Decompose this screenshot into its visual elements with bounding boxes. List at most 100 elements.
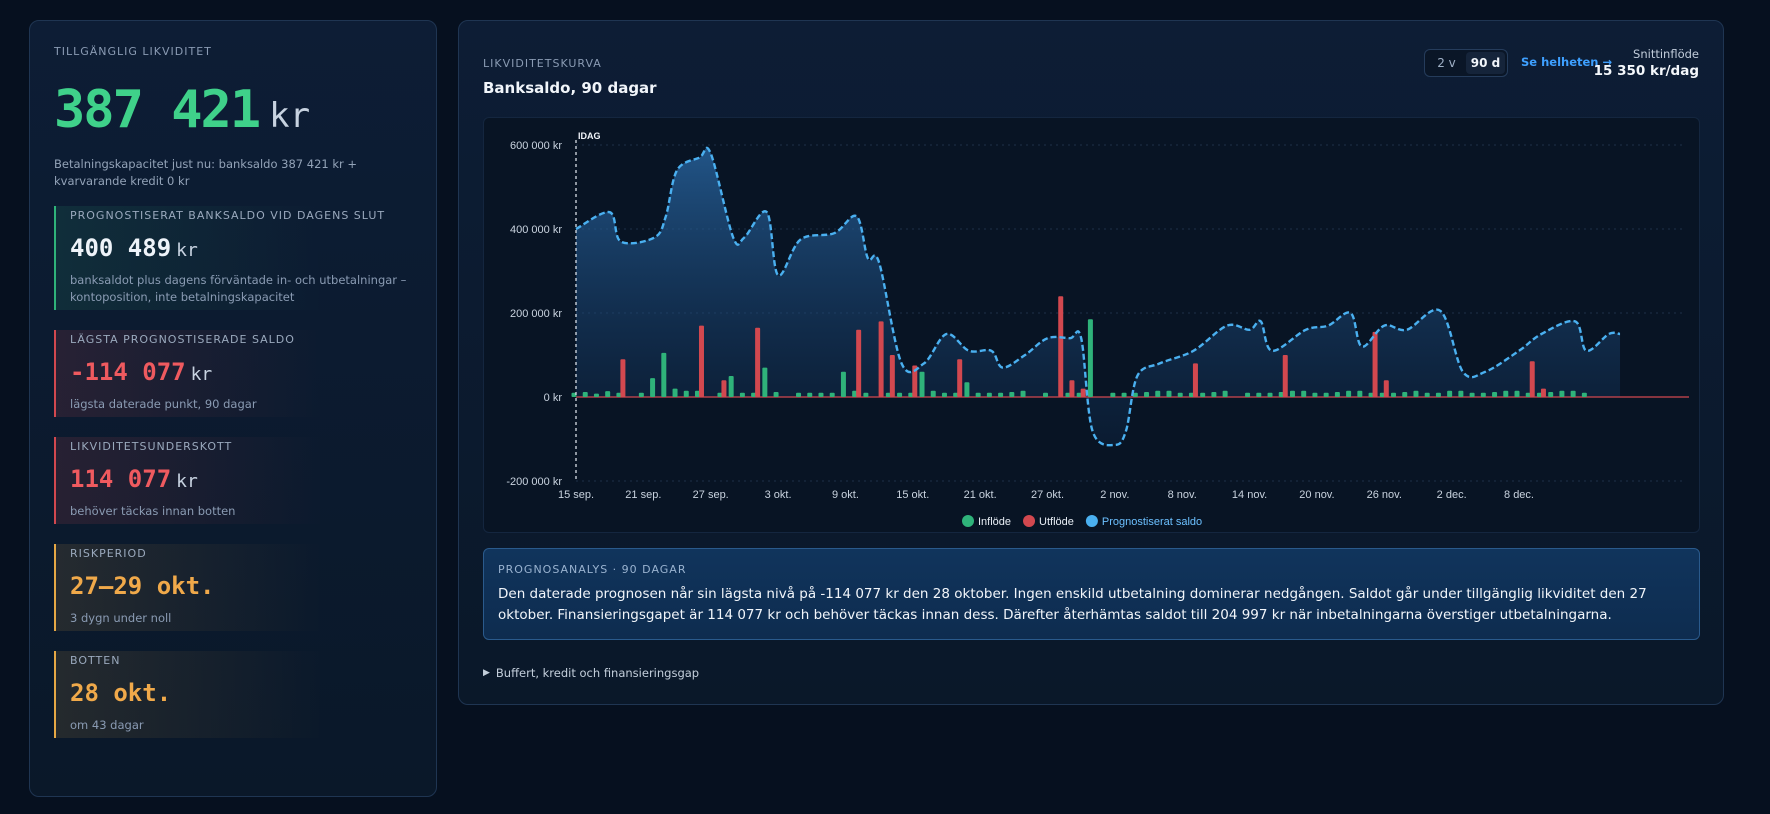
- x-tick-label: 15 sep.: [558, 489, 594, 501]
- inflow-bar: [1435, 392, 1441, 397]
- inflow-bar: [1245, 392, 1251, 397]
- x-tick-label: 14 nov.: [1232, 489, 1267, 501]
- inflow-bar: [773, 391, 779, 397]
- inflow-bar: [908, 392, 914, 397]
- inflow-bar: [885, 392, 891, 397]
- metric-number: 114 077: [70, 465, 172, 493]
- inflow-bar: [829, 392, 835, 397]
- x-tick-label: 8 nov.: [1168, 489, 1197, 501]
- analysis-text: Den daterade prognosen når sin lägsta ni…: [498, 586, 1647, 623]
- inflow-bar: [1020, 390, 1026, 397]
- outflow-bar: [1383, 380, 1389, 397]
- inflow-bar: [953, 392, 959, 397]
- today-label: IDAG: [578, 131, 601, 141]
- inflow-bar: [1379, 392, 1385, 397]
- x-tick-label: 27 okt.: [1031, 489, 1064, 501]
- inflow-bar: [650, 378, 656, 397]
- inflow-bar: [1110, 392, 1116, 397]
- inflow-bar: [683, 390, 689, 397]
- inflow-bar: [1424, 392, 1430, 397]
- inflow-bar: [863, 392, 869, 397]
- metric-unit: kr: [176, 240, 198, 261]
- inflow-bar: [1346, 390, 1352, 397]
- metric-unit: kr: [190, 364, 213, 385]
- inflow-bar: [986, 392, 992, 397]
- inflow-bar: [751, 392, 757, 397]
- metric-bottom: BOTTEN 28 okt. om 43 dagar: [54, 651, 324, 738]
- chart-title: Banksaldo, 90 dagar: [483, 79, 657, 97]
- inflow-bar: [694, 390, 700, 397]
- x-tick-label: 15 okt.: [896, 489, 929, 501]
- outflow-bar: [755, 327, 761, 397]
- available-liquidity-value: 387 421: [54, 80, 261, 140]
- x-tick-label: 21 okt.: [964, 489, 997, 501]
- see-overview-link[interactable]: Se helheten →: [1521, 55, 1613, 69]
- outflow-bar: [957, 359, 963, 397]
- inflow-bar: [1323, 392, 1329, 397]
- inflow-bar: [1256, 392, 1262, 397]
- inflow-bar: [739, 392, 745, 397]
- metric-value: 27–29 okt.: [70, 572, 215, 600]
- toggle-90-days[interactable]: 90 d: [1466, 52, 1505, 74]
- inflow-bar: [1480, 392, 1486, 397]
- inflow-bar: [852, 390, 858, 397]
- inflow-bar: [1087, 319, 1093, 397]
- metric-description: behöver täckas innan botten: [70, 504, 236, 518]
- x-tick-label: 9 okt.: [832, 489, 859, 501]
- metric-description: om 43 dagar: [70, 718, 144, 732]
- metric-label: BOTTEN: [70, 654, 121, 667]
- metric-label: PROGNOSTISERAT BANKSALDO VID DAGENS SLUT: [70, 209, 386, 222]
- outflow-bar: [889, 355, 895, 397]
- inflow-bar: [1121, 392, 1127, 397]
- buffer-details-toggle[interactable]: ▶ Buffert, kredit och finansieringsgap: [483, 666, 699, 680]
- inflow-bar: [1301, 390, 1307, 397]
- average-inflow-label: Snittinflöde: [1633, 47, 1699, 61]
- y-tick-label: 400 000 kr: [510, 224, 562, 236]
- y-tick-label: -200 000 kr: [506, 476, 562, 488]
- balance-area: [576, 147, 1621, 446]
- outflow-bar: [878, 321, 884, 397]
- inflow-bar: [582, 391, 588, 397]
- inflow-bar: [1514, 390, 1520, 397]
- outflow-bar: [1529, 361, 1535, 397]
- x-tick-label: 3 okt.: [765, 489, 792, 501]
- inflow-bar: [1391, 392, 1397, 397]
- y-tick-label: 200 000 kr: [510, 308, 562, 320]
- inflow-bar: [1188, 392, 1194, 397]
- toggle-2-weeks[interactable]: 2 v: [1437, 56, 1456, 70]
- available-liquidity-amount: 387 421 kr: [54, 80, 412, 140]
- legend-swatch: [1085, 515, 1098, 527]
- x-tick-label: 27 sep.: [693, 489, 729, 501]
- inflow-bar: [919, 371, 925, 397]
- average-inflow-value: 15 350 kr/dag: [1593, 63, 1699, 79]
- inflow-bar: [1065, 392, 1071, 397]
- outflow-bar: [1372, 331, 1378, 397]
- inflow-bar: [593, 393, 599, 397]
- period-toggle: 2 v 90 d: [1424, 49, 1508, 77]
- inflow-bar: [897, 392, 903, 397]
- inflow-bar: [1155, 390, 1161, 397]
- inflow-bar: [1548, 391, 1554, 397]
- inflow-bar: [1289, 390, 1295, 397]
- inflow-bar: [717, 392, 723, 397]
- x-tick-label: 21 sep.: [625, 489, 661, 501]
- outflow-bar: [698, 325, 704, 397]
- x-tick-label: 2 dec.: [1437, 489, 1467, 501]
- inflow-bar: [605, 391, 611, 397]
- inflow-bar: [1211, 391, 1217, 397]
- metric-label: LIKVIDITETSUNDERSKOTT: [70, 440, 233, 453]
- metric-liquidity-deficit: LIKVIDITETSUNDERSKOTT 114 077 kr behöver…: [54, 437, 324, 524]
- inflow-bar: [571, 392, 577, 397]
- inflow-bar: [840, 371, 846, 397]
- outflow-bar: [912, 365, 918, 397]
- outflow-bar: [856, 329, 862, 397]
- x-tick-label: 20 nov.: [1299, 489, 1334, 501]
- inflow-bar: [1368, 392, 1374, 397]
- metric-label: RISKPERIOD: [70, 547, 147, 560]
- inflow-bar: [1492, 391, 1498, 397]
- forecast-analysis-box: PROGNOSANALYS · 90 DAGAR Den daterade pr…: [483, 548, 1700, 640]
- inflow-bar: [1312, 392, 1318, 397]
- metric-value: 400 489 kr: [70, 234, 324, 262]
- outflow-bar: [1540, 388, 1546, 397]
- liquidity-chart: -200 000 kr 0 kr 200 000 kr 400 000 kr 600 0…: [483, 117, 1700, 533]
